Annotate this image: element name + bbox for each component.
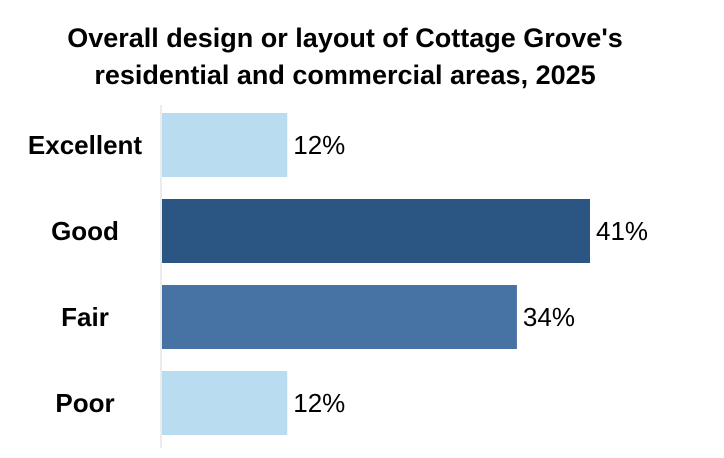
bar-good — [162, 199, 590, 263]
value-label-excellent: 12% — [293, 130, 345, 160]
bar-fair — [162, 285, 517, 349]
value-label-poor: 12% — [293, 388, 345, 418]
value-label-fair: 34% — [523, 302, 575, 332]
category-label-excellent: Excellent — [28, 130, 143, 160]
chart-title-line-1: Overall design or layout of Cottage Grov… — [67, 23, 623, 53]
bar-excellent — [162, 113, 288, 177]
category-label-fair: Fair — [61, 302, 109, 332]
bars-group: Excellent 12% Good 41% Fair 34% Poor 12% — [28, 113, 648, 435]
bar-poor — [162, 371, 288, 435]
chart-title: Overall design or layout of Cottage Grov… — [67, 23, 623, 90]
chart-title-line-2: residential and commercial areas, 2025 — [94, 60, 595, 90]
category-label-poor: Poor — [55, 388, 114, 418]
value-label-good: 41% — [596, 216, 648, 246]
category-label-good: Good — [51, 216, 119, 246]
